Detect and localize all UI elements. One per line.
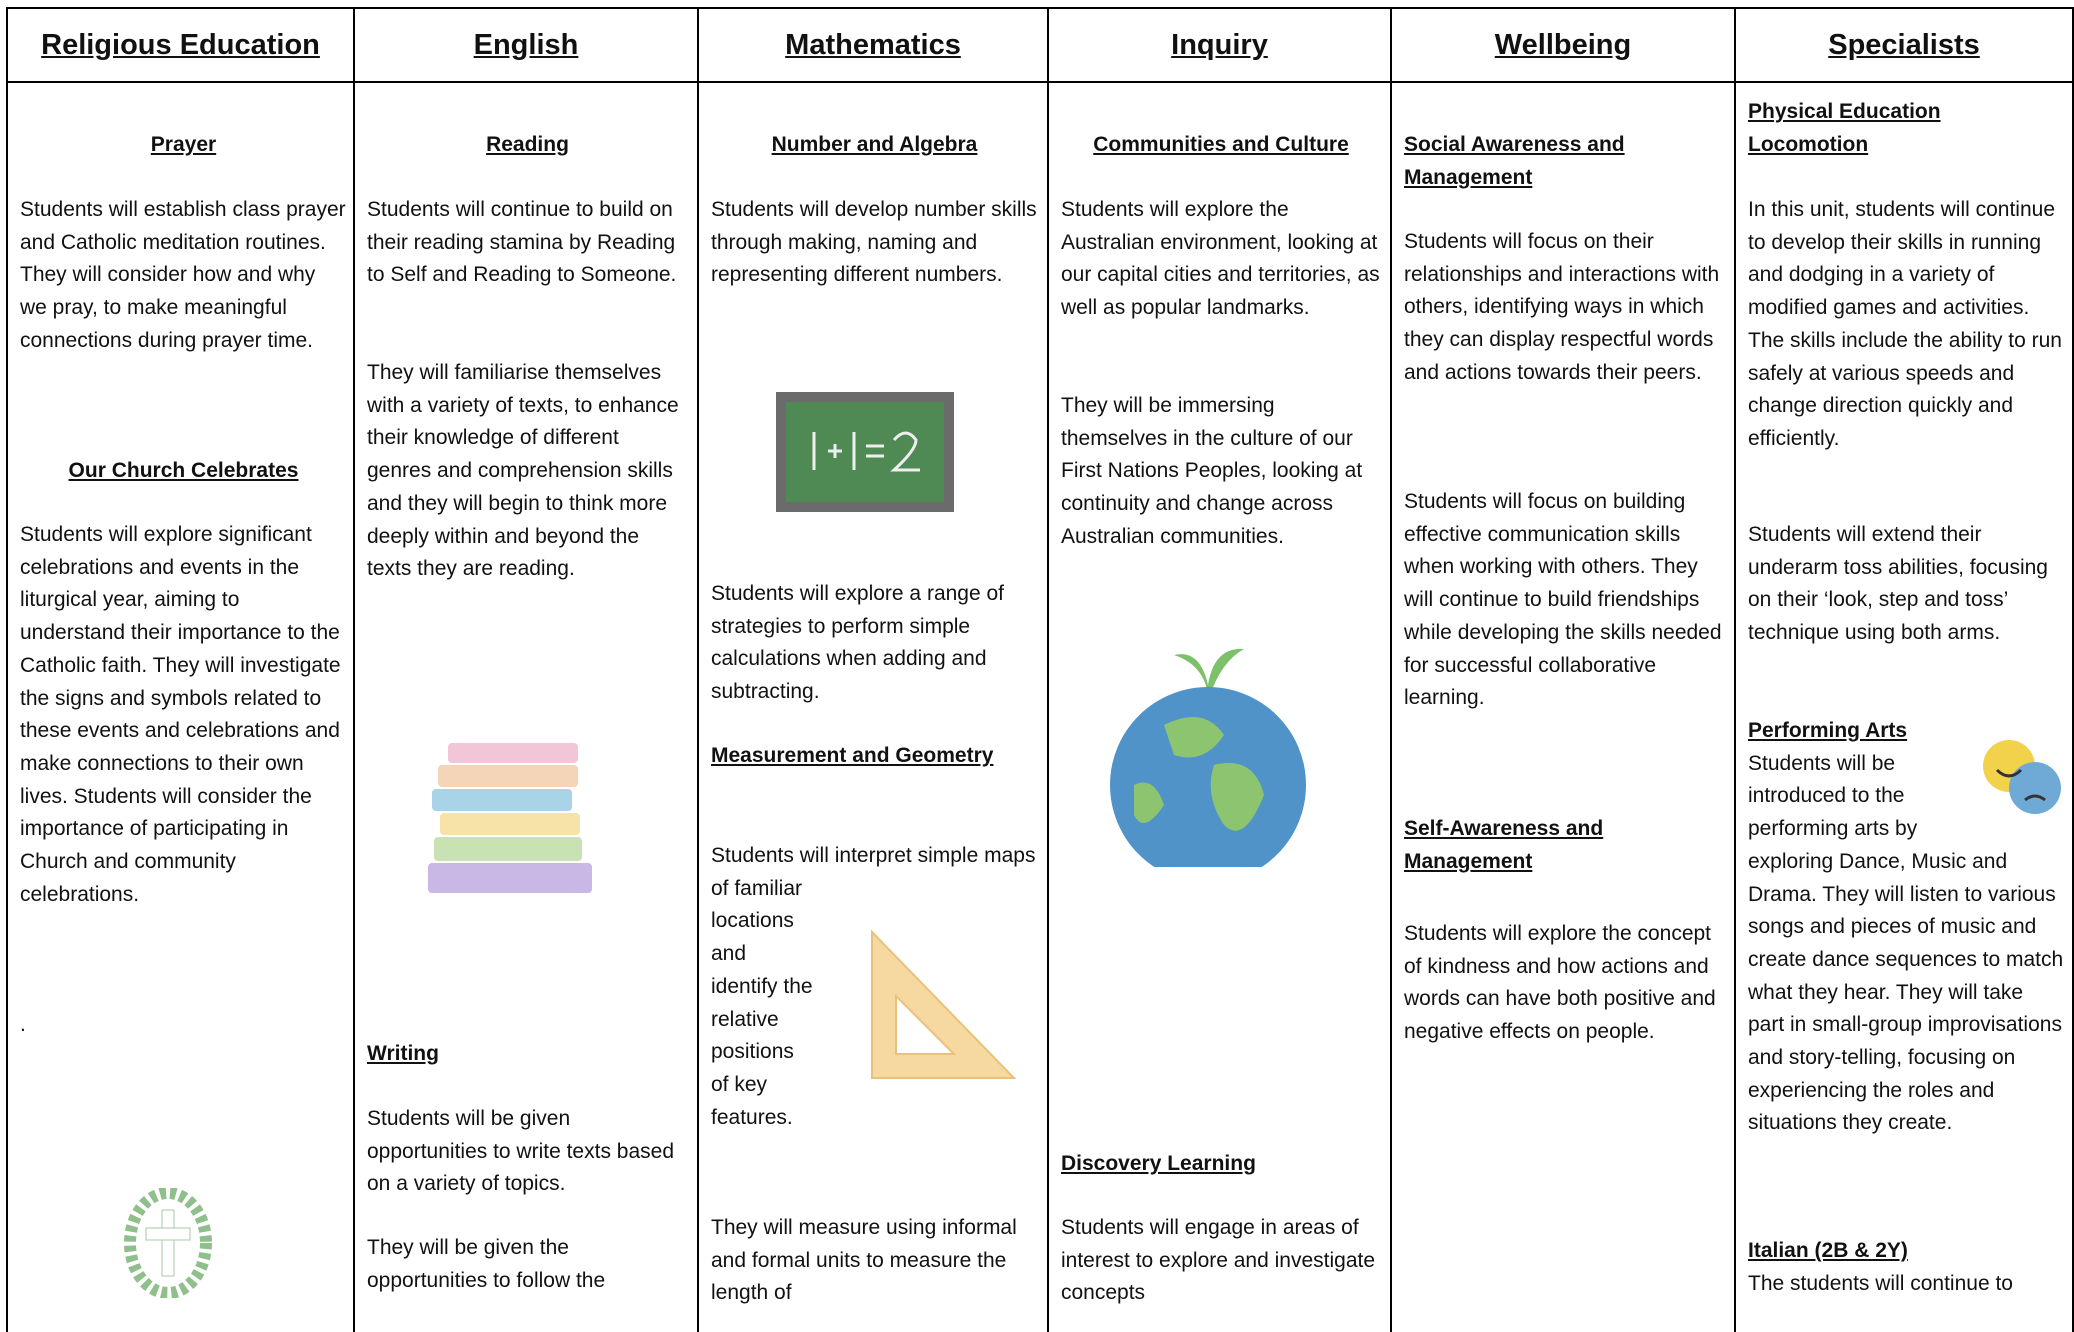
paragraph-text: Students will interpret simple maps of f… bbox=[711, 844, 1036, 1129]
border bbox=[353, 7, 355, 1332]
theatre-masks-image bbox=[1983, 740, 2061, 814]
paragraph: Students will be introduced to the perfo… bbox=[1748, 751, 2064, 1135]
paragraph: Students will develop number skills thro… bbox=[711, 198, 1037, 287]
globe-image bbox=[1110, 648, 1306, 867]
section-heading: Discovery Learning bbox=[1061, 1152, 1256, 1175]
section-heading: Self-Awareness and Management bbox=[1404, 817, 1604, 873]
paragraph: Students will explore a range of strateg… bbox=[711, 582, 1005, 704]
column-header: Wellbeing bbox=[1494, 29, 1632, 61]
border bbox=[1047, 7, 1049, 1332]
paragraph: They will be immersing themselves in the… bbox=[1061, 394, 1363, 548]
section-heading: Number and Algebra bbox=[771, 133, 978, 156]
section-heading: Reading bbox=[486, 133, 569, 156]
section-heading: Communities and Culture bbox=[1093, 133, 1349, 156]
paragraph: They will measure using informal and for… bbox=[711, 1216, 1017, 1305]
paragraph: Students will establish class prayer and… bbox=[20, 198, 346, 352]
paragraph: . bbox=[20, 1013, 26, 1036]
paragraph: In this unit, students will continue to … bbox=[1748, 198, 2062, 450]
section-block: Italian (2B & 2Y) The students will cont… bbox=[1748, 1235, 2064, 1300]
paragraph: They will be given the opportunities to … bbox=[367, 1236, 606, 1292]
section-heading: Italian (2B & 2Y) bbox=[1748, 1239, 1908, 1262]
paragraph: Students will extend their underarm toss… bbox=[1748, 523, 2048, 645]
section-heading: Performing Arts bbox=[1748, 719, 1908, 742]
column-header: Religious Education bbox=[41, 29, 320, 61]
books-image bbox=[428, 743, 592, 893]
border bbox=[697, 7, 699, 1332]
border bbox=[1734, 7, 1736, 1332]
paragraph: Students will focus on building effectiv… bbox=[1404, 490, 1722, 710]
section-heading: Physical Education bbox=[1748, 100, 1941, 123]
section-heading: Locomotion bbox=[1748, 133, 1869, 156]
paragraph: Students will engage in areas of interes… bbox=[1061, 1216, 1376, 1305]
border bbox=[7, 81, 2074, 83]
paragraph: Students will interpret simple maps of f… bbox=[711, 840, 1038, 1140]
chalkboard-image bbox=[776, 392, 954, 512]
section-heading: Measurement and Geometry bbox=[711, 744, 994, 767]
border bbox=[6, 7, 8, 1332]
paragraph: Students will focus on their relationshi… bbox=[1404, 230, 1720, 384]
paragraph: Students will explore the Australian env… bbox=[1061, 198, 1380, 320]
border bbox=[1390, 7, 1392, 1332]
section-heading: Our Church Celebrates bbox=[68, 459, 299, 482]
paragraph: The students will continue to bbox=[1748, 1271, 2013, 1295]
cross-wreath-image bbox=[124, 1188, 212, 1298]
section-block: Performing Arts Students will be introdu… bbox=[1748, 715, 2064, 1140]
column-header: Mathematics bbox=[785, 29, 961, 61]
paragraph: Students will explore the concept of kin… bbox=[1404, 922, 1716, 1044]
paragraph: Students will explore significant celebr… bbox=[20, 523, 341, 906]
section-heading: Writing bbox=[367, 1042, 439, 1065]
set-square-image bbox=[871, 929, 1017, 1079]
paragraph: Students will be given opportunities to … bbox=[367, 1107, 675, 1196]
paragraph: They will familiarise themselves with a … bbox=[367, 361, 679, 581]
column-header: English bbox=[473, 29, 579, 61]
border bbox=[7, 7, 2074, 9]
column-header: Specialists bbox=[1828, 29, 1980, 61]
border bbox=[2072, 7, 2074, 1332]
section-heading: Prayer bbox=[150, 133, 217, 156]
paragraph: Students will continue to build on their… bbox=[367, 198, 677, 287]
column-header: Inquiry bbox=[1171, 29, 1268, 61]
section-heading: Social Awareness and Management bbox=[1404, 133, 1625, 189]
